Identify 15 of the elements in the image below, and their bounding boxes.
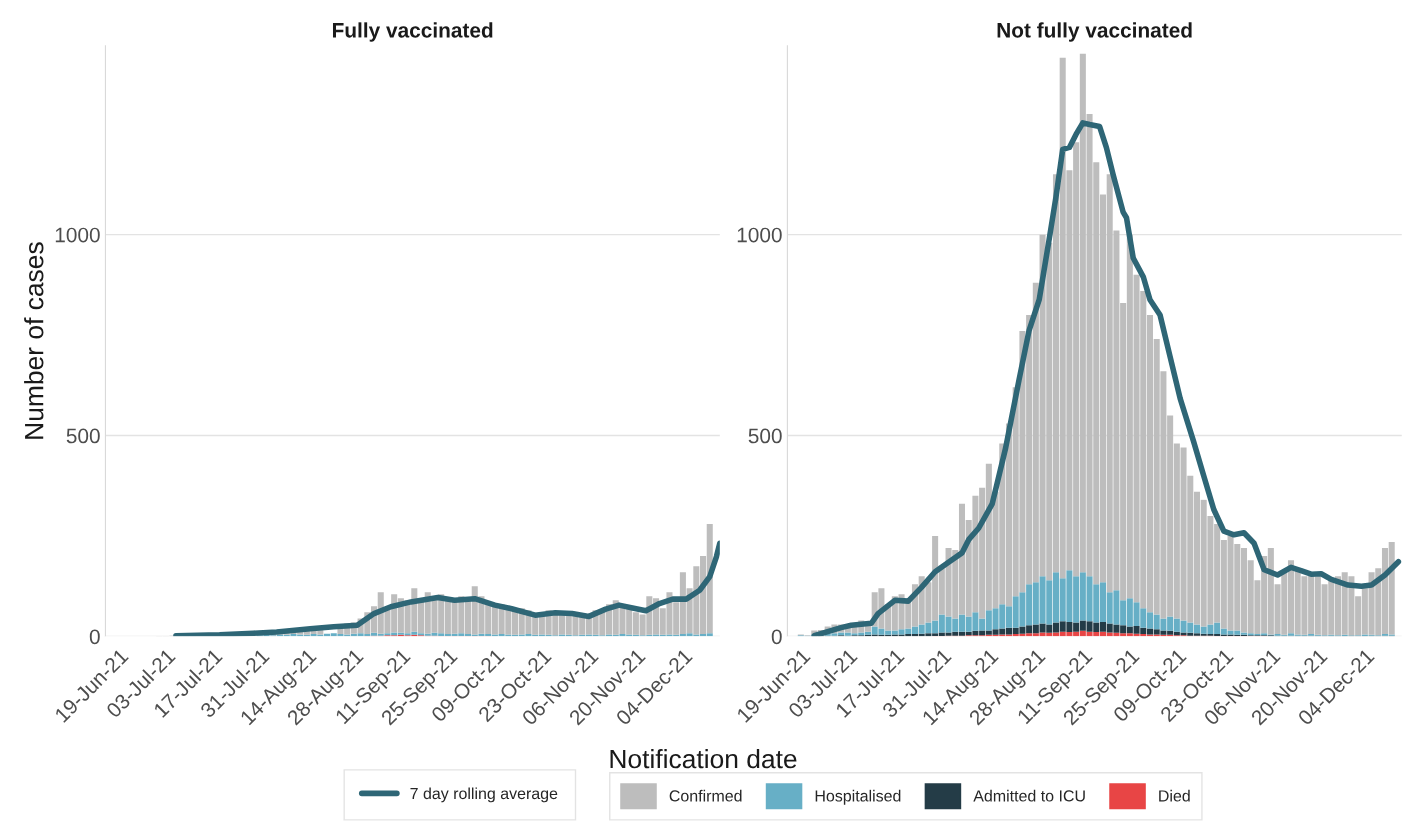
legend-label: Hospitalised — [815, 789, 901, 805]
legend-label: Died — [1159, 789, 1190, 802]
legend-label: Confirmed — [669, 789, 742, 802]
chart-title: Not fully vaccinated — [997, 22, 1192, 42]
y-tick-label: 1000 — [55, 227, 100, 243]
y-tick-label: 500 — [748, 428, 782, 444]
x-axis-title: Notification date — [610, 748, 797, 769]
y-tick-label: 500 — [66, 428, 100, 444]
y-tick-label: 0 — [89, 629, 100, 645]
y-tick-label: 1000 — [737, 227, 782, 243]
y-tick-label: 0 — [771, 629, 782, 645]
legend-label: 7 day rolling average — [410, 787, 558, 803]
chart-title: Fully vaccinated — [332, 22, 493, 42]
y-axis-title: Number of cases — [24, 242, 44, 439]
legend-label: Admitted to ICU — [973, 789, 1085, 802]
